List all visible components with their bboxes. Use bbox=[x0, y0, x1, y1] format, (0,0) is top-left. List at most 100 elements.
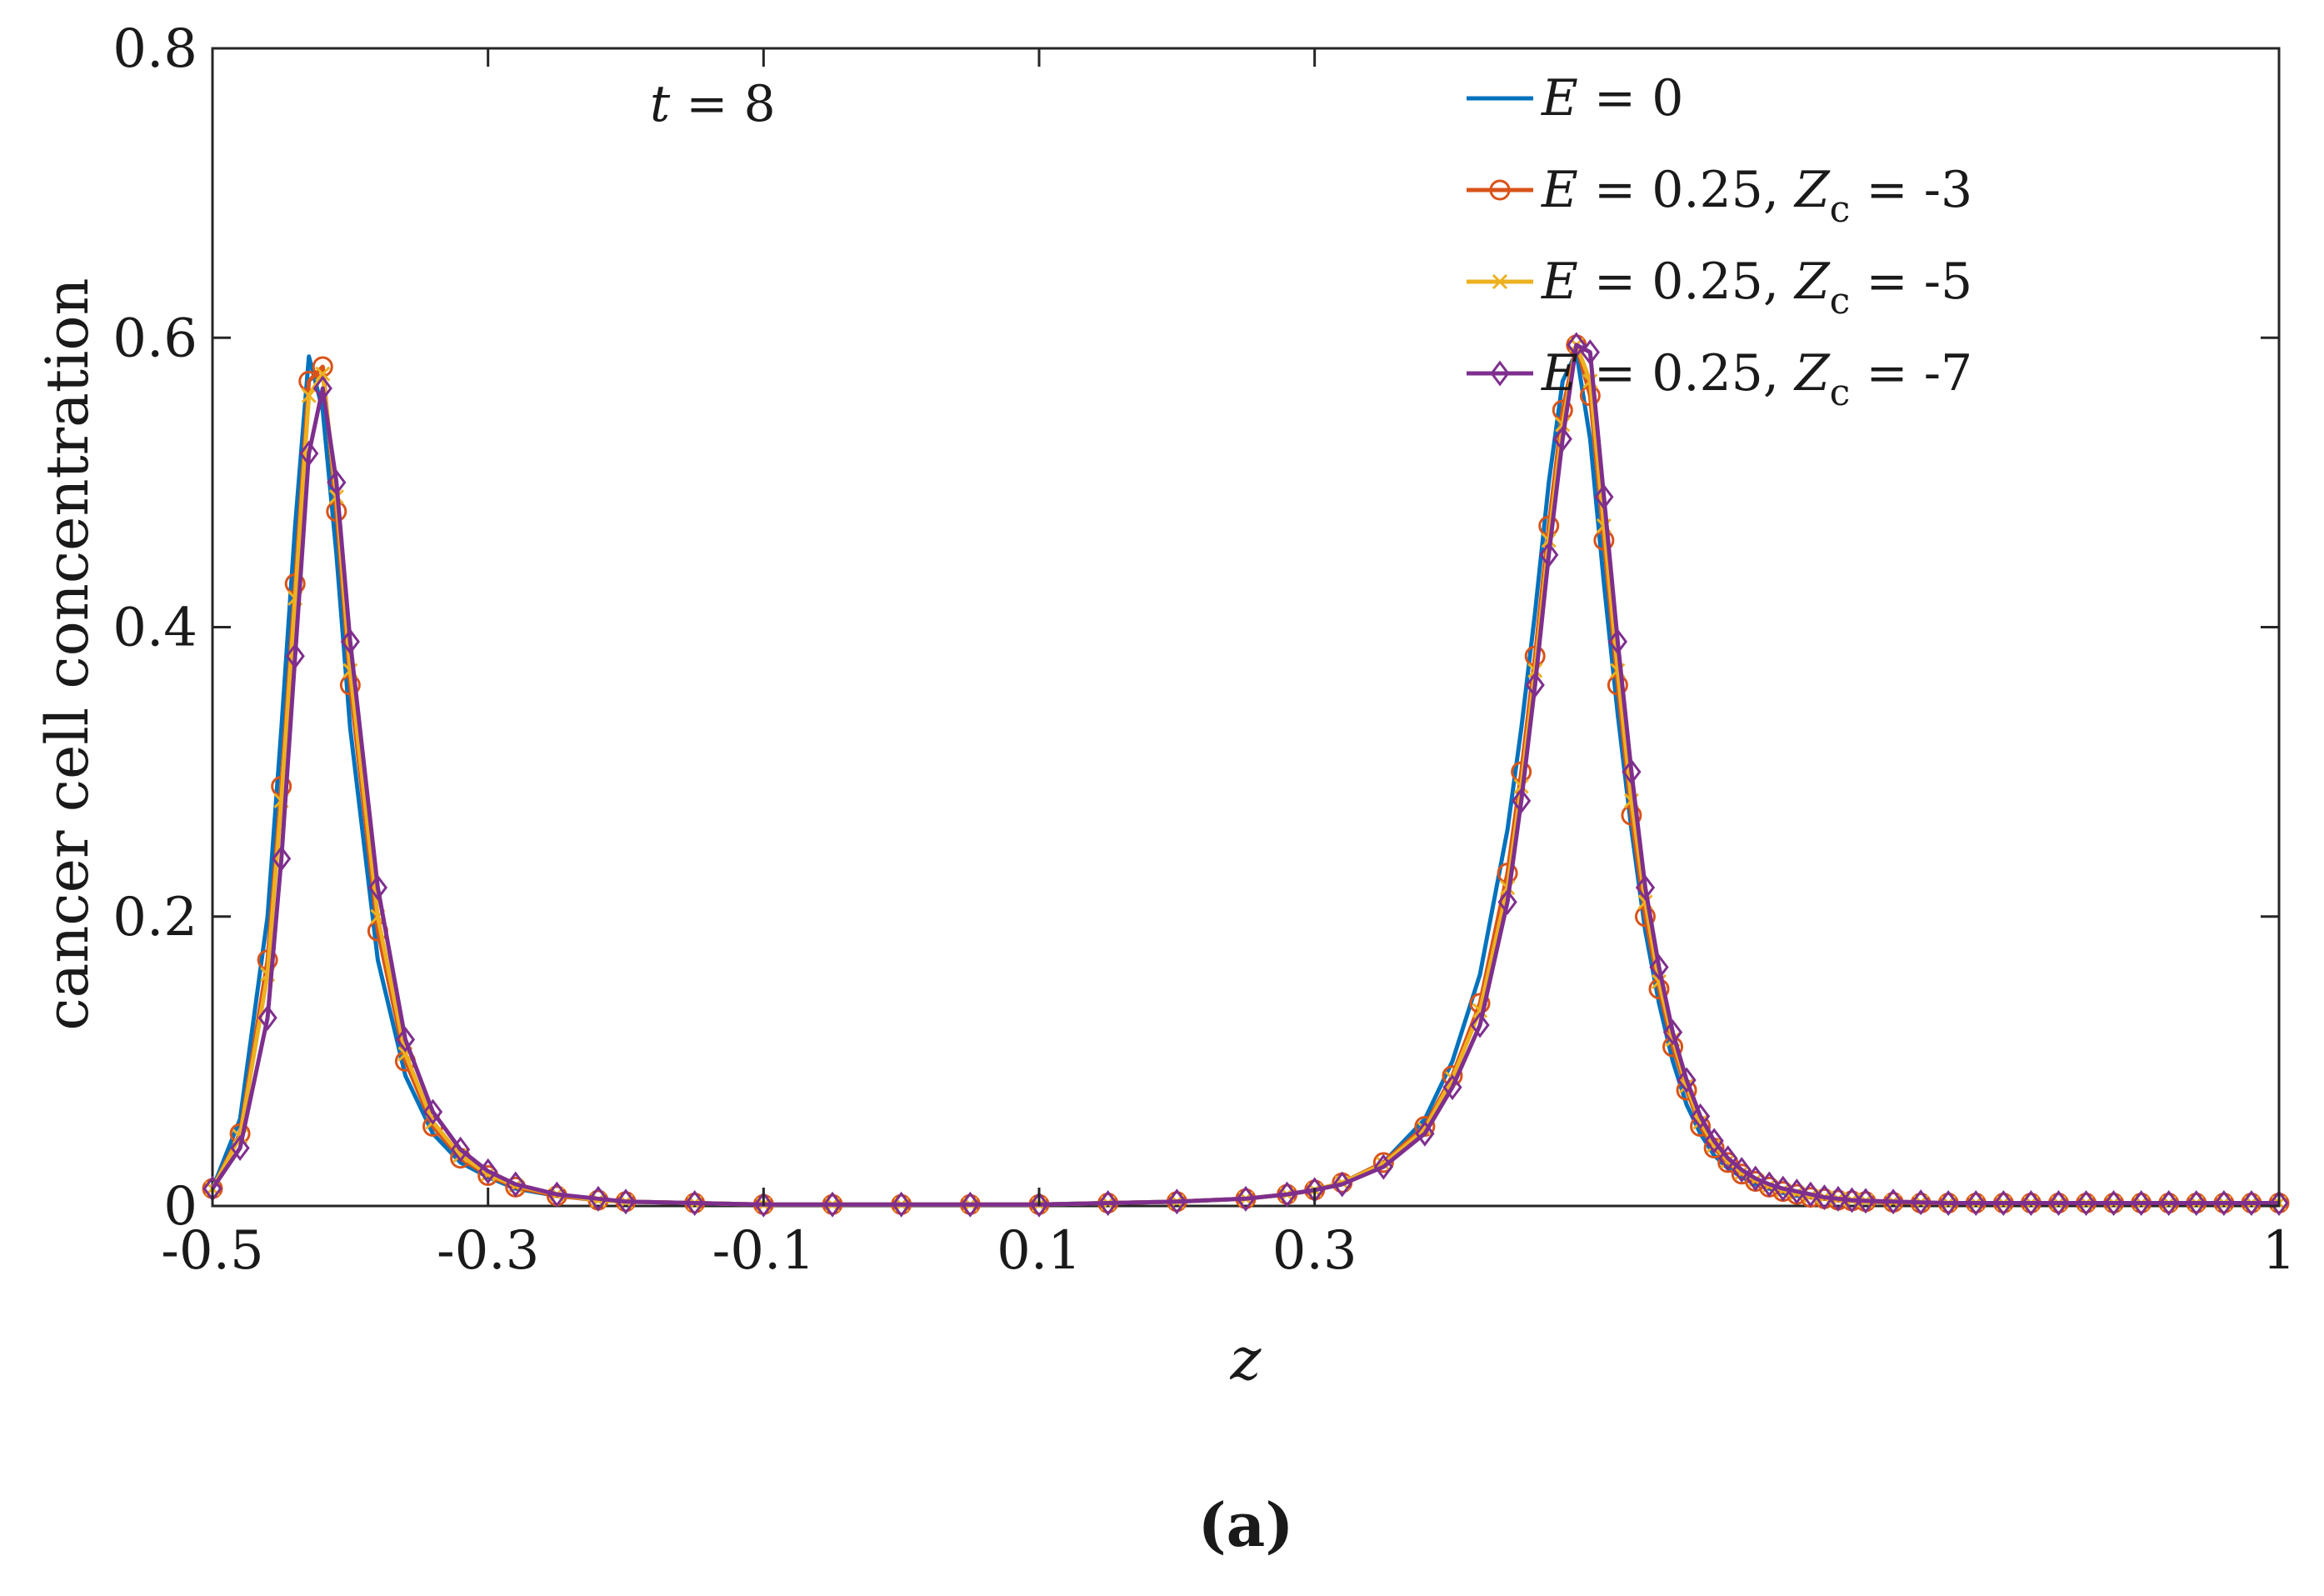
x-tick-label: -0.5 bbox=[161, 1220, 263, 1282]
data-point-diamond bbox=[1649, 954, 1669, 981]
data-point-diamond bbox=[822, 1191, 842, 1218]
x-tick-label: 1 bbox=[2262, 1220, 2297, 1282]
figure-caption: (a) bbox=[1198, 1489, 1294, 1560]
data-point-diamond bbox=[2103, 1190, 2124, 1217]
ticks-layer: -0.5 -0.3 -0.1 0.1 0.3 1 0 0.2 0.4 0.6 0.8 bbox=[112, 18, 2296, 1282]
data-point-diamond bbox=[1993, 1190, 2013, 1217]
data-point-diamond bbox=[1594, 483, 1614, 510]
data-point-diamond bbox=[616, 1188, 636, 1215]
legend-item: E = 0.25, Zc = -7 bbox=[1467, 344, 1972, 414]
data-point-diamond bbox=[2076, 1190, 2097, 1217]
data-point-x bbox=[1720, 1153, 1736, 1169]
data-point-diamond bbox=[422, 1098, 443, 1125]
data-point-diamond bbox=[1580, 339, 1600, 366]
data-point-circle bbox=[1489, 179, 1511, 201]
data-point-diamond bbox=[1607, 628, 1628, 655]
data-point-diamond bbox=[1828, 1185, 1848, 1212]
series-1 bbox=[210, 350, 2279, 1207]
series-layer bbox=[202, 332, 2290, 1218]
y-tick-label: 0.2 bbox=[112, 887, 197, 948]
x-tick-label: -0.1 bbox=[712, 1220, 815, 1282]
legend: E = 0 E = 0.25, Zc = -3 E = 0.25, Zc = -5 E… bbox=[1467, 69, 1972, 414]
data-point-diamond bbox=[257, 1004, 277, 1031]
legend-label: E = 0.25, Zc = -5 bbox=[1541, 253, 1972, 323]
data-point-diamond bbox=[1759, 1171, 1779, 1198]
data-point-diamond bbox=[1635, 874, 1656, 901]
data-point-diamond bbox=[1539, 542, 1559, 568]
data-point-diamond bbox=[327, 469, 347, 496]
data-point-diamond bbox=[1662, 1019, 1683, 1046]
data-point-diamond bbox=[1098, 1190, 1118, 1217]
data-point-diamond bbox=[1677, 1067, 1697, 1093]
data-point-diamond bbox=[450, 1136, 471, 1163]
data-point-x bbox=[1492, 273, 1508, 290]
data-point-diamond bbox=[1525, 672, 1545, 698]
data-point-diamond bbox=[2187, 1190, 2207, 1217]
data-point-diamond bbox=[1512, 788, 1532, 814]
legend-item: E = 0.25, Zc = -5 bbox=[1467, 253, 1972, 323]
data-point-diamond bbox=[1373, 1153, 1393, 1180]
data-point-diamond bbox=[272, 845, 292, 872]
series-line bbox=[210, 343, 2279, 1207]
data-point-diamond bbox=[506, 1171, 526, 1198]
series-line bbox=[210, 343, 2279, 1207]
data-point-diamond bbox=[285, 643, 305, 669]
data-point-diamond bbox=[1732, 1157, 1752, 1183]
data-point-diamond bbox=[1814, 1184, 1835, 1211]
series-2 bbox=[202, 334, 2290, 1215]
x-tick-label: 0.3 bbox=[1272, 1220, 1357, 1282]
data-point-diamond bbox=[1552, 426, 1572, 453]
data-point-diamond bbox=[960, 1191, 980, 1218]
data-point-diamond bbox=[1787, 1178, 1807, 1205]
plot-border bbox=[211, 47, 2281, 1208]
data-point-diamond bbox=[685, 1190, 705, 1217]
data-point-diamond bbox=[312, 375, 332, 402]
data-point-diamond bbox=[1801, 1181, 1821, 1208]
y-tick-label: 0.4 bbox=[112, 598, 197, 659]
data-point-diamond bbox=[2214, 1190, 2234, 1217]
data-point-diamond bbox=[1856, 1188, 1876, 1214]
data-point-diamond bbox=[1277, 1181, 1297, 1208]
data-point-diamond bbox=[2242, 1190, 2262, 1217]
data-point-diamond bbox=[753, 1191, 773, 1218]
data-point-diamond bbox=[1773, 1175, 1793, 1202]
series-3 bbox=[204, 337, 2287, 1213]
data-point-diamond bbox=[2021, 1190, 2042, 1217]
data-point-diamond bbox=[1966, 1190, 1986, 1217]
data-point-diamond bbox=[230, 1135, 250, 1162]
data-point-diamond bbox=[588, 1185, 608, 1212]
series-line bbox=[210, 343, 2279, 1207]
x-tick-label: -0.3 bbox=[437, 1220, 539, 1282]
data-point-diamond bbox=[1470, 1012, 1490, 1038]
data-point-circle bbox=[1372, 1152, 1394, 1173]
data-point-diamond bbox=[2269, 1190, 2289, 1217]
data-point-diamond bbox=[1911, 1189, 1931, 1216]
x-tick-label: 0.1 bbox=[997, 1220, 1082, 1282]
data-point-diamond bbox=[1690, 1103, 1711, 1129]
data-point-diamond bbox=[340, 628, 360, 655]
data-point-diamond bbox=[367, 874, 388, 901]
data-point-diamond bbox=[2132, 1190, 2152, 1217]
y-tick-label: 0.6 bbox=[112, 308, 197, 369]
data-point-diamond bbox=[892, 1191, 912, 1218]
y-tick-label: 0.8 bbox=[112, 18, 197, 80]
data-point-x bbox=[301, 388, 317, 403]
data-point-diamond bbox=[1746, 1165, 1766, 1192]
data-point-diamond bbox=[547, 1181, 567, 1208]
data-point-x bbox=[315, 366, 331, 382]
data-point-diamond bbox=[1497, 888, 1517, 915]
data-point-diamond bbox=[1442, 1074, 1462, 1101]
series-4 bbox=[202, 332, 2289, 1218]
data-point-diamond bbox=[1415, 1120, 1435, 1147]
legend-item: E = 0.25, Zc = -3 bbox=[1467, 161, 1972, 231]
legend-label: E = 0.25, Zc = -7 bbox=[1541, 344, 1972, 414]
data-point-diamond bbox=[1167, 1188, 1187, 1215]
data-point-diamond bbox=[299, 440, 319, 467]
y-tick-label: 0 bbox=[163, 1176, 197, 1238]
data-point-diamond bbox=[478, 1158, 498, 1184]
legend-item: E = 0 bbox=[1467, 69, 1683, 128]
data-point-diamond bbox=[1029, 1191, 1049, 1218]
data-point-diamond bbox=[1938, 1190, 1958, 1217]
